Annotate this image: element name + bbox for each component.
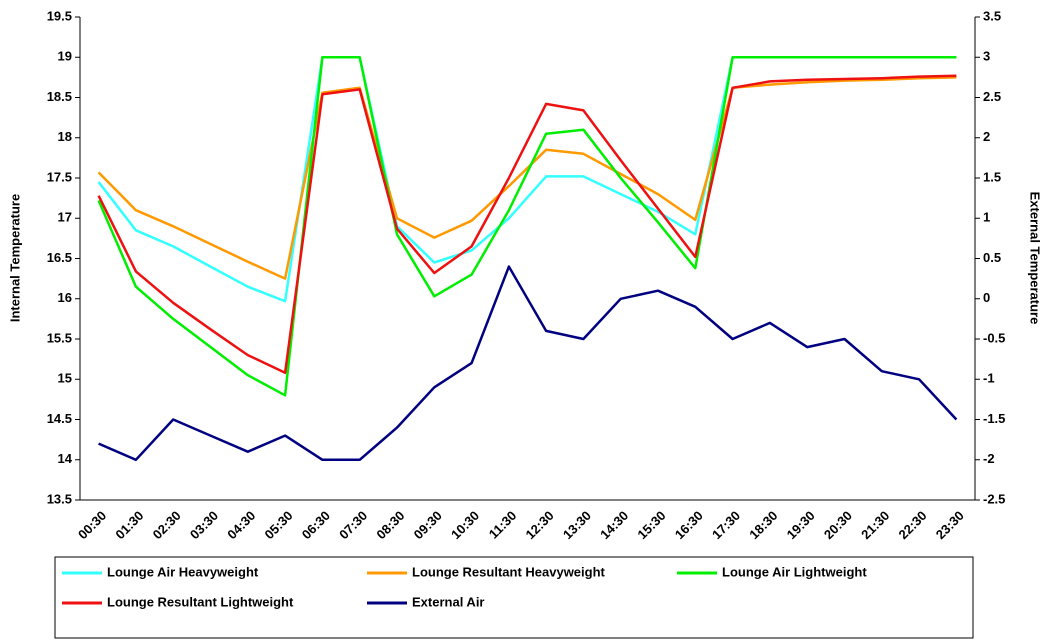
y-tick-label: 19	[58, 49, 72, 64]
y-tick-label: 19.5	[47, 8, 72, 23]
y2-tick-label: 0	[983, 290, 990, 305]
x-tick-label: 17:30	[709, 508, 743, 542]
y2-tick-label: -1	[983, 371, 995, 386]
x-tick-label: 08:30	[373, 508, 407, 542]
y-tick-label: 18	[58, 129, 72, 144]
x-tick-label: 00:30	[75, 508, 109, 542]
series-line	[97, 56, 957, 397]
x-tick-label: 04:30	[224, 508, 258, 542]
x-tick-label: 01:30	[112, 508, 146, 542]
series-line	[97, 76, 957, 280]
y2-tick-label: 3	[983, 49, 990, 64]
x-tick-label: 20:30	[821, 508, 855, 542]
x-tick-label: 06:30	[299, 508, 333, 542]
x-tick-label: 22:30	[895, 508, 929, 542]
y-tick-label: 15	[58, 371, 72, 386]
y2-tick-label: -2.5	[983, 491, 1005, 506]
y-tick-label: 17.5	[47, 169, 72, 184]
x-tick-label: 12:30	[523, 508, 557, 542]
y2-tick-label: -2	[983, 451, 995, 466]
y2-tick-label: 2	[983, 129, 990, 144]
x-tick-label: 09:30	[411, 508, 445, 542]
legend-label: Lounge Air Heavyweight	[107, 564, 259, 579]
y2-tick-label: -0.5	[983, 330, 1005, 345]
y-tick-label: 14.5	[47, 411, 72, 426]
x-tick-label: 19:30	[784, 508, 818, 542]
legend-label: Lounge Resultant Heavyweight	[412, 564, 606, 579]
y2-tick-label: 1.5	[983, 169, 1001, 184]
legend-label: Lounge Resultant Lightweight	[107, 594, 294, 609]
series-line	[97, 74, 957, 375]
y2-tick-label: 0.5	[983, 250, 1001, 265]
y-tick-label: 13.5	[47, 491, 72, 506]
y-tick-label: 15.5	[47, 330, 72, 345]
legend-box	[54, 556, 974, 639]
y-tick-label: 14	[58, 451, 73, 466]
legend-label: External Air	[412, 594, 485, 609]
y2-tick-label: 3.5	[983, 8, 1001, 23]
series-line	[98, 265, 958, 462]
y2-tick-label: 2.5	[983, 89, 1001, 104]
x-tick-label: 07:30	[336, 508, 370, 542]
legend-label: Lounge Air Lightweight	[722, 564, 867, 579]
x-tick-label: 23:30	[933, 508, 967, 542]
y-tick-label: 18.5	[47, 89, 72, 104]
y2-tick-label: -1.5	[983, 411, 1005, 426]
y-tick-label: 17	[58, 210, 72, 225]
x-tick-label: 02:30	[150, 508, 184, 542]
y2-axis-label: External Temperature	[1028, 192, 1043, 325]
y-tick-label: 16	[58, 290, 72, 305]
y-tick-label: 16.5	[47, 250, 72, 265]
x-tick-label: 21:30	[858, 508, 892, 542]
x-tick-label: 16:30	[672, 508, 706, 542]
x-tick-label: 03:30	[187, 508, 221, 542]
series-line	[97, 56, 957, 303]
y-axis-label: Internal Temperature	[7, 194, 22, 322]
x-tick-label: 10:30	[448, 508, 482, 542]
x-tick-label: 15:30	[634, 508, 668, 542]
x-tick-label: 13:30	[560, 508, 594, 542]
x-tick-label: 05:30	[262, 508, 296, 542]
x-tick-label: 11:30	[486, 508, 520, 542]
x-tick-label: 14:30	[597, 508, 631, 542]
x-tick-label: 18:30	[746, 508, 780, 542]
y2-tick-label: 1	[983, 210, 990, 225]
